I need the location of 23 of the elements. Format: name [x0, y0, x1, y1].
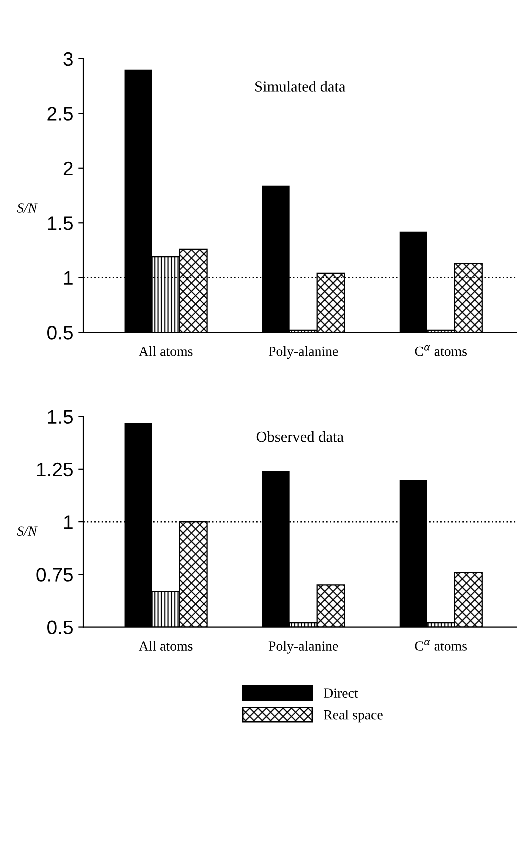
- text: Observed data: [256, 431, 344, 442]
- x-tick-label: Poly-alanine: [268, 641, 338, 654]
- y-tick-label: 1.5: [48, 216, 73, 230]
- y-tick-label: 0.5: [48, 620, 73, 635]
- y-tick-label: 1.5: [48, 410, 73, 424]
- y-tick-label: 1: [64, 272, 73, 285]
- y-tick-label: 1.25: [37, 462, 73, 477]
- y-tick-label: 2: [64, 162, 73, 176]
- y-tick-label: 0.5: [48, 326, 73, 340]
- x-tick-label: All atoms: [138, 346, 193, 356]
- y-tick-label: 0.75: [36, 568, 73, 582]
- y-tick-label: 1: [64, 516, 73, 530]
- legend-label: Real space: [324, 710, 383, 723]
- x-tick-label: All atoms: [138, 641, 193, 651]
- x-tick-label: C$^{α}$ atoms: [415, 640, 468, 651]
- x-tick-label: C$^{α}$ atoms: [415, 345, 468, 356]
- y-tick-label: 3: [64, 52, 73, 66]
- text: Simulated data: [256, 81, 346, 92]
- x-tick-label: Poly-alanine: [268, 346, 338, 360]
- y-axis-title: S/N: [17, 526, 38, 536]
- legend-label: Direct: [324, 688, 358, 698]
- y-axis-title: S/N: [17, 204, 38, 213]
- y-tick-label: 2.5: [48, 107, 73, 121]
